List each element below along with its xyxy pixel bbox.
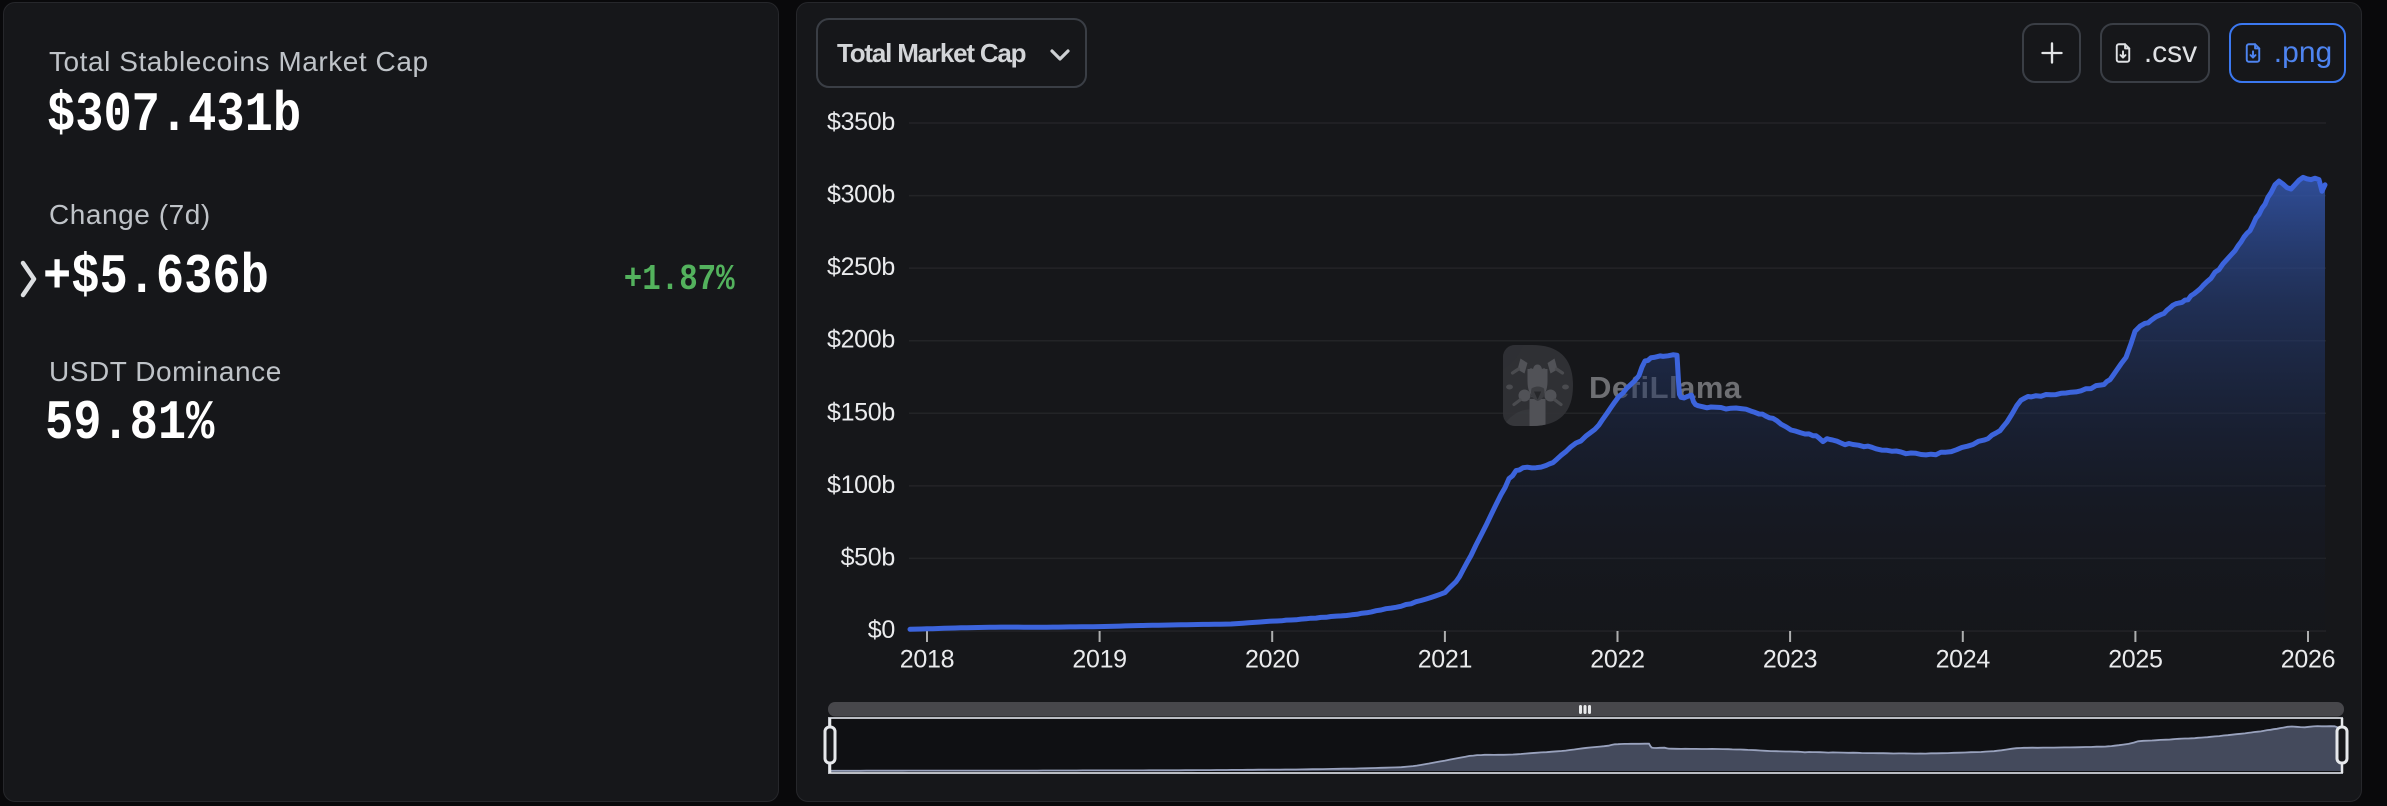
svg-text:$350b: $350b [827, 108, 895, 136]
svg-text:$0: $0 [868, 616, 895, 644]
svg-text:$50b: $50b [841, 543, 895, 571]
svg-text:$100b: $100b [827, 471, 895, 499]
svg-text:$200b: $200b [827, 326, 895, 354]
svg-text:2019: 2019 [1072, 646, 1126, 674]
svg-text:2026: 2026 [2281, 646, 2335, 674]
svg-text:$300b: $300b [827, 181, 895, 209]
svg-text:2018: 2018 [900, 646, 954, 674]
svg-text:2022: 2022 [1590, 646, 1644, 674]
svg-text:$150b: $150b [827, 398, 895, 426]
svg-text:2021: 2021 [1418, 646, 1472, 674]
svg-text:$250b: $250b [827, 253, 895, 281]
svg-text:2024: 2024 [1936, 646, 1991, 674]
svg-text:2023: 2023 [1763, 646, 1817, 674]
svg-text:2025: 2025 [2108, 646, 2162, 674]
svg-text:2020: 2020 [1245, 646, 1299, 674]
